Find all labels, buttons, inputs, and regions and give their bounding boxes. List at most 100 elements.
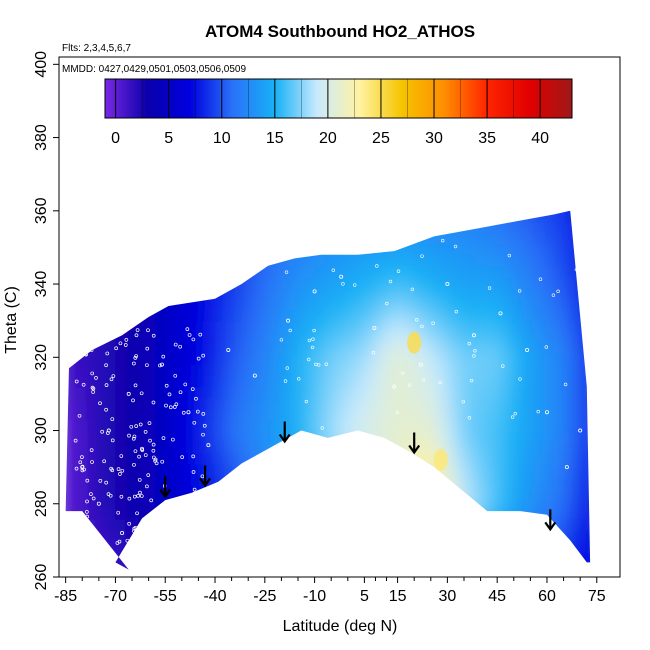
heatmap-cell bbox=[85, 419, 97, 432]
heatmap-cell bbox=[573, 375, 585, 388]
heatmap-cell bbox=[65, 507, 67, 520]
heatmap-cell bbox=[414, 485, 425, 498]
heatmap-cell bbox=[315, 178, 326, 190]
heatmap-cell bbox=[503, 507, 515, 520]
heatmap-cell bbox=[414, 419, 425, 432]
heatmap-cell bbox=[344, 309, 356, 322]
heatmap-cell bbox=[593, 365, 604, 377]
heatmap-cell bbox=[145, 430, 156, 443]
heatmap-cell bbox=[115, 353, 126, 366]
heatmap-cell bbox=[483, 474, 495, 487]
heatmap-cell bbox=[573, 430, 585, 443]
heatmap-cell bbox=[274, 331, 286, 344]
sample-point bbox=[288, 328, 292, 333]
heatmap-cell bbox=[344, 276, 356, 289]
heatmap-cell bbox=[284, 474, 296, 487]
heatmap-cell bbox=[145, 232, 156, 245]
heatmap-cell bbox=[523, 551, 535, 563]
heatmap-cell bbox=[264, 265, 276, 278]
heatmap-cell bbox=[513, 210, 525, 223]
heatmap-cell bbox=[444, 364, 455, 377]
heatmap-cell bbox=[95, 463, 107, 476]
heatmap-cell bbox=[224, 507, 236, 520]
sample-point bbox=[94, 376, 98, 380]
heatmap-cell bbox=[583, 210, 591, 223]
heatmap-cell bbox=[65, 496, 77, 509]
heatmap-cell bbox=[523, 562, 535, 570]
heatmap-cell bbox=[314, 518, 326, 530]
heatmap-cell bbox=[65, 452, 67, 465]
heatmap-cell bbox=[513, 342, 525, 355]
heatmap-cell bbox=[354, 419, 365, 432]
heatmap-cell bbox=[473, 254, 485, 267]
heatmap-cell bbox=[563, 320, 575, 333]
sample-point bbox=[90, 460, 94, 464]
heatmap-cell bbox=[155, 232, 166, 245]
heatmap-cell bbox=[95, 287, 107, 300]
heatmap-cell bbox=[334, 507, 346, 520]
heatmap-cell bbox=[543, 485, 555, 498]
heatmap-cell bbox=[224, 276, 236, 289]
heatmap-cell bbox=[294, 210, 306, 212]
heatmap-cell bbox=[533, 375, 545, 388]
heatmap-cell bbox=[454, 364, 465, 377]
heatmap-cell bbox=[165, 243, 176, 256]
heatmap-cell bbox=[65, 562, 77, 570]
sample-point bbox=[90, 371, 95, 376]
heatmap-cell bbox=[314, 474, 326, 487]
heatmap-cell bbox=[513, 507, 525, 520]
sample-point bbox=[556, 289, 560, 294]
heatmap-cell bbox=[165, 353, 176, 366]
heatmap-cell bbox=[384, 254, 395, 267]
heatmap-cell bbox=[523, 529, 535, 541]
heatmap-cell bbox=[75, 254, 87, 267]
heatmap-cell bbox=[354, 364, 365, 377]
heatmap-cell bbox=[344, 178, 355, 190]
heatmap-cell bbox=[274, 210, 286, 212]
sample-point bbox=[137, 477, 142, 482]
heatmap-cell bbox=[234, 309, 246, 322]
heatmap-cell bbox=[75, 287, 87, 300]
heatmap-cell bbox=[483, 529, 495, 541]
sample-point bbox=[109, 335, 113, 340]
heatmap-cell bbox=[513, 298, 525, 311]
heatmap-cell bbox=[493, 463, 505, 476]
heatmap-cell bbox=[444, 210, 455, 212]
colorbar-gradient bbox=[104, 78, 573, 119]
heatmap-cell bbox=[105, 178, 116, 190]
colorbar-tick-label: 40 bbox=[531, 130, 549, 147]
heatmap-cell bbox=[105, 254, 117, 267]
heatmap-cell bbox=[165, 386, 176, 399]
sample-point bbox=[312, 289, 317, 294]
heatmap-cell bbox=[304, 309, 316, 322]
heatmap-cell bbox=[85, 562, 97, 570]
heatmap-cell bbox=[324, 287, 336, 300]
heatmap-cell bbox=[583, 540, 591, 552]
heatmap-cell bbox=[554, 573, 565, 585]
heatmap-cell bbox=[424, 210, 435, 212]
heatmap-cell bbox=[135, 276, 146, 289]
sample-point bbox=[564, 465, 569, 470]
sample-point bbox=[126, 391, 131, 396]
heatmap-cell bbox=[205, 419, 216, 432]
heatmap-cell bbox=[563, 551, 575, 563]
heatmap-cell bbox=[254, 474, 266, 487]
heatmap-cell bbox=[543, 353, 555, 366]
heatmap-cell bbox=[264, 342, 276, 355]
heatmap-cell bbox=[215, 540, 226, 552]
heatmap-cell bbox=[564, 189, 575, 201]
heatmap-cell bbox=[593, 398, 604, 410]
heatmap-cell bbox=[513, 441, 525, 454]
heatmap-cell bbox=[205, 540, 216, 552]
heatmap-cell bbox=[294, 232, 306, 245]
heatmap-cell bbox=[244, 375, 256, 388]
heatmap-cell bbox=[463, 562, 475, 570]
plot-frame bbox=[58, 56, 621, 578]
heatmap-cell bbox=[135, 419, 146, 432]
heatmap-cell bbox=[473, 551, 485, 563]
heatmap-cell bbox=[314, 210, 326, 223]
heatmap-cell bbox=[404, 221, 415, 234]
heatmap-cell bbox=[105, 397, 117, 410]
heatmap-cell bbox=[215, 254, 226, 267]
heatmap-cell bbox=[314, 254, 326, 267]
